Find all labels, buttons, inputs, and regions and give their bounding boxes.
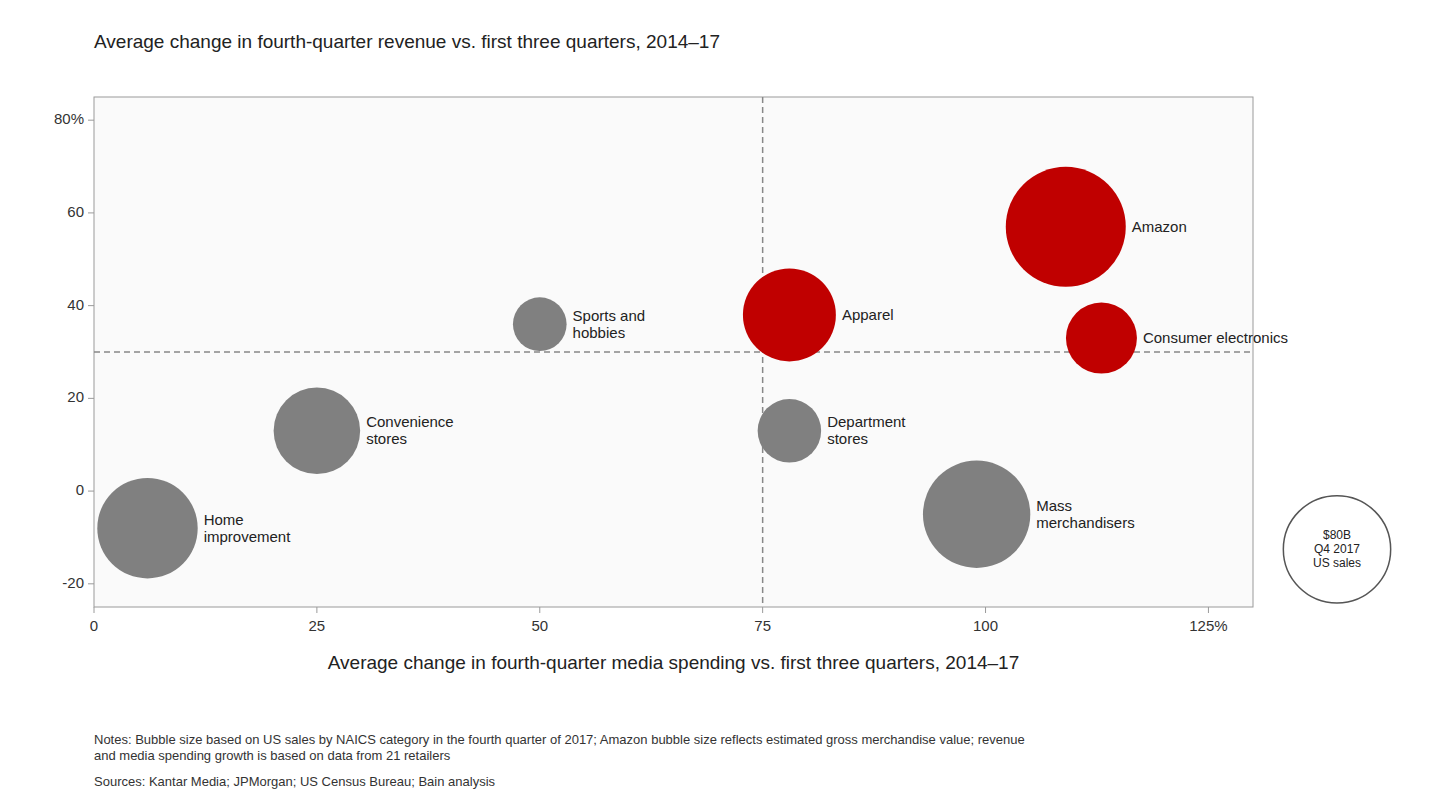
plot-area	[94, 97, 1253, 607]
x-tick	[762, 607, 763, 613]
bubble-label: Homeimprovement	[204, 511, 292, 545]
sources: Sources: Kantar Media; JPMorgan; US Cens…	[94, 774, 496, 789]
y-tick-label: 60	[67, 203, 84, 220]
bubble-label: Massmerchandisers	[1036, 497, 1134, 531]
y-tick-label: 80%	[54, 110, 84, 127]
bubble	[513, 297, 567, 351]
notes: Notes: Bubble size based on US sales by …	[94, 732, 1025, 763]
x-tick-label: 50	[531, 617, 548, 634]
bubble	[274, 388, 361, 475]
bubble	[1066, 303, 1137, 374]
x-tick	[985, 607, 986, 613]
size-legend-label: $80BQ4 2017US sales	[1313, 528, 1361, 570]
x-tick-label: 100	[973, 617, 998, 634]
bubble	[923, 461, 1030, 568]
bubble-label: Consumer electronics	[1143, 329, 1288, 346]
x-tick	[539, 607, 540, 613]
x-tick-label: 125%	[1189, 617, 1227, 634]
y-tick	[88, 583, 94, 584]
y-tick	[88, 120, 94, 121]
bubble-label: Amazon	[1132, 218, 1187, 235]
y-tick	[88, 305, 94, 306]
y-tick-label: -20	[62, 574, 84, 591]
x-tick-label: 0	[90, 617, 98, 634]
bubble-label: Apparel	[842, 306, 894, 323]
bubble	[743, 268, 836, 361]
x-tick	[1208, 607, 1209, 613]
bubble-label: Sports andhobbies	[573, 307, 646, 341]
x-tick-label: 25	[309, 617, 326, 634]
bubble	[758, 399, 821, 462]
y-tick	[88, 398, 94, 399]
plot-frame	[94, 97, 1253, 607]
x-tick	[94, 607, 95, 613]
title: Average change in fourth-quarter revenue…	[94, 31, 720, 52]
bubble-label: Departmentstores	[827, 413, 906, 447]
y-tick-label: 0	[76, 481, 84, 498]
bubble	[97, 478, 197, 578]
chart: Average change in fourth-quarter revenue…	[0, 0, 1440, 810]
size-legend-bubble	[1283, 496, 1390, 603]
x-axis-label: Average change in fourth-quarter media s…	[328, 652, 1019, 673]
x-tick	[316, 607, 317, 613]
y-tick	[88, 212, 94, 213]
bubble-label: Conveniencestores	[366, 413, 454, 447]
y-tick	[88, 491, 94, 492]
y-tick-label: 40	[67, 296, 84, 313]
bubble	[1006, 167, 1126, 287]
x-tick-label: 75	[754, 617, 771, 634]
y-tick-label: 20	[67, 388, 84, 405]
